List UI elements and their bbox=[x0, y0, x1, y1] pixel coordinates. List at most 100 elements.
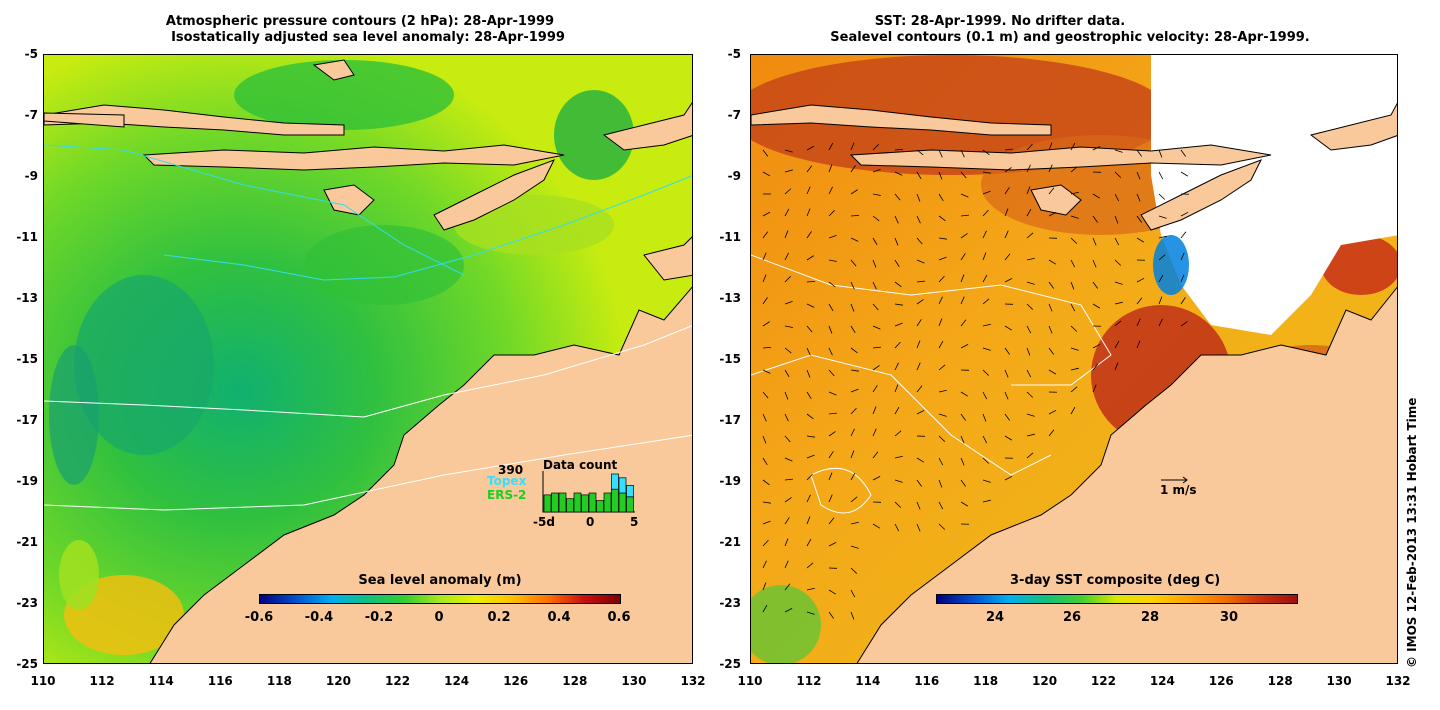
ers2-bar bbox=[588, 492, 597, 513]
velocity-arrow bbox=[1004, 167, 1012, 173]
right-x-tick-10: 130 bbox=[1326, 674, 1352, 688]
velocity-arrow bbox=[1070, 406, 1076, 415]
velocity-arrow bbox=[916, 319, 922, 327]
velocity-arrow bbox=[982, 252, 987, 261]
velocity-arrow bbox=[872, 193, 881, 196]
velocity-arrow bbox=[806, 347, 811, 356]
left-x-tick-5: 120 bbox=[325, 674, 351, 688]
velocity-arrow bbox=[1026, 413, 1035, 417]
velocity-arrow bbox=[960, 391, 969, 397]
velocity-arrow bbox=[1158, 193, 1166, 200]
velocity-arrow bbox=[1114, 215, 1119, 224]
velocity-arrow bbox=[762, 369, 771, 374]
velocity-arrow bbox=[1180, 149, 1187, 157]
velocity-arrow bbox=[828, 589, 837, 595]
velocity-arrow bbox=[828, 541, 837, 547]
left-y-tick-1: -7 bbox=[24, 108, 38, 122]
velocity-arrow bbox=[1158, 171, 1164, 180]
right-colorbar-title: 3-day SST composite (deg C) bbox=[1010, 573, 1221, 588]
velocity-arrow bbox=[806, 325, 813, 333]
velocity-arrow bbox=[784, 369, 790, 378]
velocity-arrow bbox=[850, 325, 856, 333]
velocity-arrow bbox=[916, 362, 921, 371]
velocity-arrow bbox=[1092, 237, 1097, 246]
velocity-arrow bbox=[982, 499, 991, 503]
data-count-max: 390 bbox=[498, 463, 524, 477]
velocity-arrow bbox=[916, 523, 921, 532]
velocity-arrow bbox=[872, 237, 878, 246]
velocity-arrow bbox=[1026, 452, 1034, 459]
velocity-arrow bbox=[762, 391, 769, 399]
velocity-arrow bbox=[1048, 281, 1054, 289]
velocity-arrow bbox=[982, 457, 990, 464]
velocity-arrow bbox=[1136, 193, 1141, 202]
velocity-arrow bbox=[806, 303, 815, 308]
velocity-arrow bbox=[1004, 230, 1009, 239]
velocity-arrow bbox=[1048, 259, 1057, 265]
velocity-arrow bbox=[1048, 325, 1053, 334]
velocity-arrow bbox=[894, 215, 899, 224]
left-title-line2: Isostatically adjusted sea level anomaly… bbox=[171, 30, 565, 45]
velocity-arrow bbox=[1026, 325, 1032, 334]
velocity-arrow bbox=[828, 412, 837, 415]
velocity-arrow bbox=[916, 171, 922, 180]
velocity-arrow bbox=[806, 516, 811, 525]
left-colorbar-tick-3: 0 bbox=[434, 610, 444, 625]
velocity-arrow bbox=[982, 171, 991, 174]
velocity-arrow bbox=[850, 589, 856, 598]
velocity-arrow bbox=[1180, 274, 1185, 283]
velocity-arrow bbox=[894, 479, 903, 483]
velocity-arrow bbox=[894, 237, 899, 246]
velocity-arrow bbox=[982, 391, 988, 400]
velocity-arrow bbox=[938, 215, 946, 222]
velocity-arrow bbox=[1158, 149, 1163, 158]
velocity-arrow bbox=[762, 520, 771, 525]
velocity-arrow bbox=[1092, 215, 1098, 223]
velocity-arrow bbox=[982, 369, 990, 376]
velocity-arrow bbox=[762, 274, 767, 283]
ers2-bar bbox=[581, 494, 589, 513]
velocity-arrow bbox=[784, 300, 793, 305]
velocity-arrow bbox=[784, 149, 793, 153]
velocity-arrow bbox=[1004, 208, 1009, 217]
velocity-arrow bbox=[806, 435, 815, 438]
velocity-arrow bbox=[1092, 303, 1101, 309]
velocity-arrow bbox=[1180, 252, 1185, 261]
velocity-arrow bbox=[806, 473, 813, 481]
right-title-line1: SST: 28-Apr-1999. No drifter data. bbox=[874, 14, 1126, 29]
velocity-arrow bbox=[1092, 363, 1099, 371]
velocity-arrow bbox=[960, 193, 969, 198]
velocity-arrow bbox=[850, 428, 855, 437]
velocity-arrow bbox=[1070, 191, 1079, 195]
velocity-arrow bbox=[960, 171, 967, 179]
velocity-arrow bbox=[1026, 433, 1035, 437]
velocity-arrow bbox=[850, 214, 860, 217]
velocity-arrow bbox=[1004, 347, 1010, 355]
velocity-arrow bbox=[982, 230, 987, 239]
left-y-tick-7: -19 bbox=[16, 474, 38, 488]
velocity-arrow bbox=[1048, 347, 1055, 355]
velocity-arrow bbox=[1070, 142, 1076, 151]
velocity-arrow bbox=[762, 539, 769, 547]
velocity-arrow bbox=[1048, 429, 1055, 437]
velocity-arrow bbox=[1158, 235, 1167, 239]
velocity-arrow bbox=[1092, 281, 1099, 289]
velocity-arrow bbox=[1092, 145, 1101, 151]
velocity-arrow bbox=[982, 190, 991, 195]
velocity-arrow bbox=[806, 165, 813, 173]
velocity-arrow bbox=[938, 275, 945, 283]
velocity-arrow bbox=[872, 451, 879, 459]
data-count-title: Data count bbox=[543, 458, 618, 472]
left-y-tick-4: -13 bbox=[16, 291, 38, 305]
velocity-arrow bbox=[806, 587, 815, 591]
topex-bar bbox=[618, 477, 627, 494]
right-map-sst bbox=[750, 54, 1398, 664]
velocity-arrow bbox=[938, 149, 943, 158]
velocity-scale-label: 1 m/s bbox=[1160, 483, 1197, 497]
velocity-arrow bbox=[916, 215, 921, 224]
velocity-arrow bbox=[1026, 232, 1034, 239]
ers2-bar bbox=[543, 494, 552, 513]
right-colorbar-tick-3: 30 bbox=[1219, 610, 1239, 625]
velocity-arrow bbox=[916, 479, 922, 487]
velocity-arrow bbox=[938, 340, 944, 349]
